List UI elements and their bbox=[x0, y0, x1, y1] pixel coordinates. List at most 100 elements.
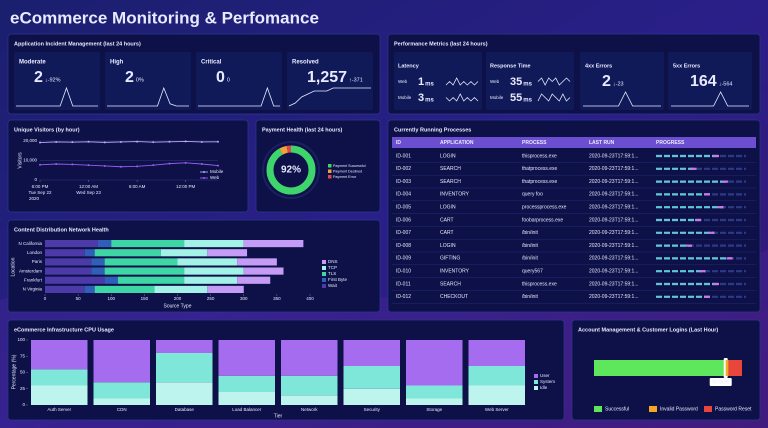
sparkline bbox=[445, 93, 479, 102]
bar-segment bbox=[45, 249, 85, 257]
sparkline bbox=[198, 86, 280, 107]
x-tick-label: 100 bbox=[107, 296, 115, 301]
panel bbox=[7, 119, 249, 213]
legend-swatch bbox=[322, 284, 326, 288]
metric-name: Mobile bbox=[398, 95, 412, 100]
bar-segment bbox=[94, 249, 161, 257]
table-cell: /bin/init bbox=[522, 230, 538, 236]
bar-segment bbox=[156, 340, 213, 353]
card-label: Resolved bbox=[292, 60, 319, 66]
y-tick-label: 50 bbox=[20, 370, 26, 375]
table-cell: 2020-09-23T17:59:1... bbox=[589, 179, 638, 185]
sparkline bbox=[107, 86, 189, 107]
table-cell: 2020-09-23T17:59:1... bbox=[589, 166, 638, 172]
legend-marker bbox=[203, 177, 205, 179]
table-cell: /bin/init bbox=[522, 243, 538, 249]
panel-title: Content Distribution Network Health bbox=[14, 227, 109, 233]
data-label: 89.00% bbox=[712, 379, 730, 385]
column-header: PROGRESS bbox=[656, 140, 685, 146]
bar-segment bbox=[84, 249, 95, 257]
column-header: APPLICATION bbox=[440, 140, 474, 146]
point bbox=[55, 163, 58, 166]
x-tick-label: Load Balancer bbox=[232, 407, 262, 412]
table-cell: ID-010 bbox=[396, 269, 411, 275]
point bbox=[55, 140, 58, 143]
point bbox=[168, 140, 171, 143]
bar-segment bbox=[45, 258, 92, 266]
x-tick-label: 50 bbox=[76, 296, 82, 301]
bar-segment bbox=[94, 285, 155, 293]
table-cell: ID-008 bbox=[396, 243, 411, 249]
bar-segment bbox=[184, 240, 244, 248]
point bbox=[152, 164, 155, 167]
table-cell: LOGIN bbox=[440, 205, 456, 211]
table-cell: SEARCH bbox=[440, 179, 461, 185]
bar-segment bbox=[725, 360, 729, 376]
point bbox=[217, 140, 219, 143]
card-delta: ↑-371 bbox=[349, 77, 363, 83]
bar-segment bbox=[184, 276, 238, 284]
table-cell: ID-006 bbox=[396, 217, 411, 223]
bar-segment bbox=[237, 258, 277, 266]
metric-value: 1 bbox=[418, 76, 424, 88]
card bbox=[580, 52, 664, 110]
table-cell: 2020-09-23T17:59:1... bbox=[589, 230, 638, 236]
bar-segment bbox=[468, 340, 525, 366]
legend-swatch bbox=[704, 406, 712, 412]
legend-label: User bbox=[540, 373, 550, 378]
y-tick-label: Amsterdam bbox=[19, 268, 42, 273]
x-tick-label: 12:00 PM bbox=[176, 184, 196, 189]
bar-segment bbox=[154, 285, 208, 293]
table-cell: 2020-09-23T17:59:1... bbox=[589, 217, 638, 223]
bar-segment bbox=[156, 353, 213, 383]
point bbox=[217, 164, 219, 167]
point bbox=[119, 165, 122, 168]
card-delta: ↓-92% bbox=[45, 77, 61, 83]
table-cell: 2020-09-23T17:59:1... bbox=[589, 205, 638, 211]
progress-head bbox=[695, 218, 701, 222]
legend-label: Password Reset bbox=[715, 406, 752, 412]
bar-segment bbox=[184, 267, 244, 275]
bar-segment bbox=[218, 392, 275, 405]
x-year-label: 2020 bbox=[29, 196, 40, 201]
table-cell: SEARCH bbox=[440, 281, 461, 287]
bar-segment bbox=[281, 375, 338, 396]
bar-segment bbox=[93, 382, 150, 399]
progress-head bbox=[704, 295, 710, 298]
y-tick-label: N Virginia bbox=[23, 287, 43, 292]
bar-segment bbox=[243, 240, 304, 248]
x-axis-label: Tier bbox=[274, 413, 283, 419]
column-header: LAST RUN bbox=[589, 140, 615, 146]
point bbox=[71, 163, 74, 166]
card-label: High bbox=[110, 60, 124, 66]
table-cell: CART bbox=[440, 230, 454, 236]
sparkline bbox=[583, 91, 661, 107]
table-header bbox=[392, 137, 756, 148]
bar-segment bbox=[104, 258, 178, 266]
legend-label: TLS bbox=[328, 271, 336, 276]
table-cell: thatprocess.exe bbox=[522, 179, 558, 185]
table-cell: CHECKOUT bbox=[440, 294, 468, 300]
table-cell: ID-002 bbox=[396, 166, 411, 172]
table-cell: ID-009 bbox=[396, 256, 411, 262]
legend-swatch bbox=[328, 169, 332, 173]
sparkline bbox=[671, 91, 749, 107]
table-cell: query foo bbox=[522, 192, 543, 198]
progress-head bbox=[717, 206, 724, 209]
bar-segment bbox=[218, 375, 275, 392]
legend-swatch bbox=[322, 272, 326, 276]
legend-label: Mobile bbox=[210, 169, 224, 174]
bar-segment bbox=[406, 385, 463, 399]
label-box bbox=[709, 378, 732, 386]
panel-title: Currently Running Processes bbox=[394, 127, 471, 133]
table-cell: SEARCH bbox=[440, 166, 461, 172]
bar-segment bbox=[207, 285, 244, 293]
panel-title: Payment Health (last 24 hours) bbox=[262, 127, 343, 133]
point bbox=[103, 141, 106, 144]
point bbox=[184, 161, 187, 164]
bar-segment bbox=[594, 360, 726, 376]
card-label: Latency bbox=[398, 63, 420, 69]
point bbox=[200, 163, 203, 166]
card-delta: 0% bbox=[136, 77, 144, 83]
